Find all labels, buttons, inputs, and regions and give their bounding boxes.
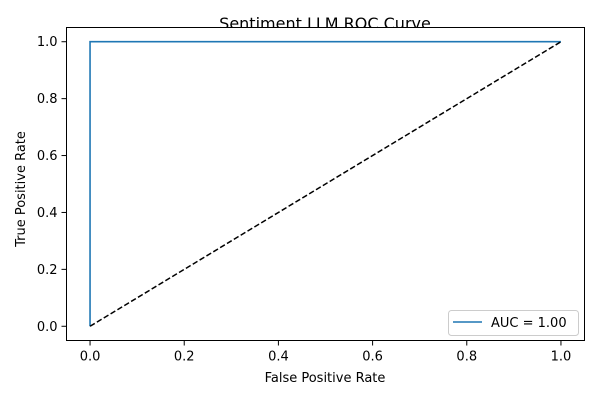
x-tick-label: 1.0 — [551, 350, 572, 365]
y-tick-label: 1.0 — [37, 35, 58, 50]
y-tick-label: 0.6 — [37, 149, 58, 164]
x-tick-label: 0.6 — [362, 350, 383, 365]
y-tick-label: 0.2 — [37, 263, 58, 278]
legend: AUC = 1.00 — [448, 310, 579, 336]
legend-label: AUC = 1.00 — [491, 316, 567, 331]
roc-curve-line — [89, 40, 561, 327]
y-axis-label: True Positive Rate — [14, 131, 29, 248]
x-tick-label: 0.4 — [268, 350, 289, 365]
y-tick-label: 0.8 — [37, 92, 58, 107]
y-axis-ticks: 0.0 0.2 0.4 0.6 0.8 1.0 — [37, 35, 67, 335]
chance-diagonal-line — [89, 41, 562, 327]
x-axis-label: False Positive Rate — [265, 371, 386, 386]
x-tick-label: 0.2 — [174, 350, 195, 365]
x-tick-label: 0.0 — [80, 350, 101, 365]
x-tick-label: 0.8 — [456, 350, 477, 365]
legend-box — [448, 310, 579, 336]
y-tick-label: 0.0 — [37, 320, 58, 335]
series-layer — [89, 40, 562, 327]
y-tick-label: 0.4 — [37, 206, 58, 221]
x-axis-ticks: 0.0 0.2 0.4 0.6 0.8 1.0 — [80, 340, 572, 365]
